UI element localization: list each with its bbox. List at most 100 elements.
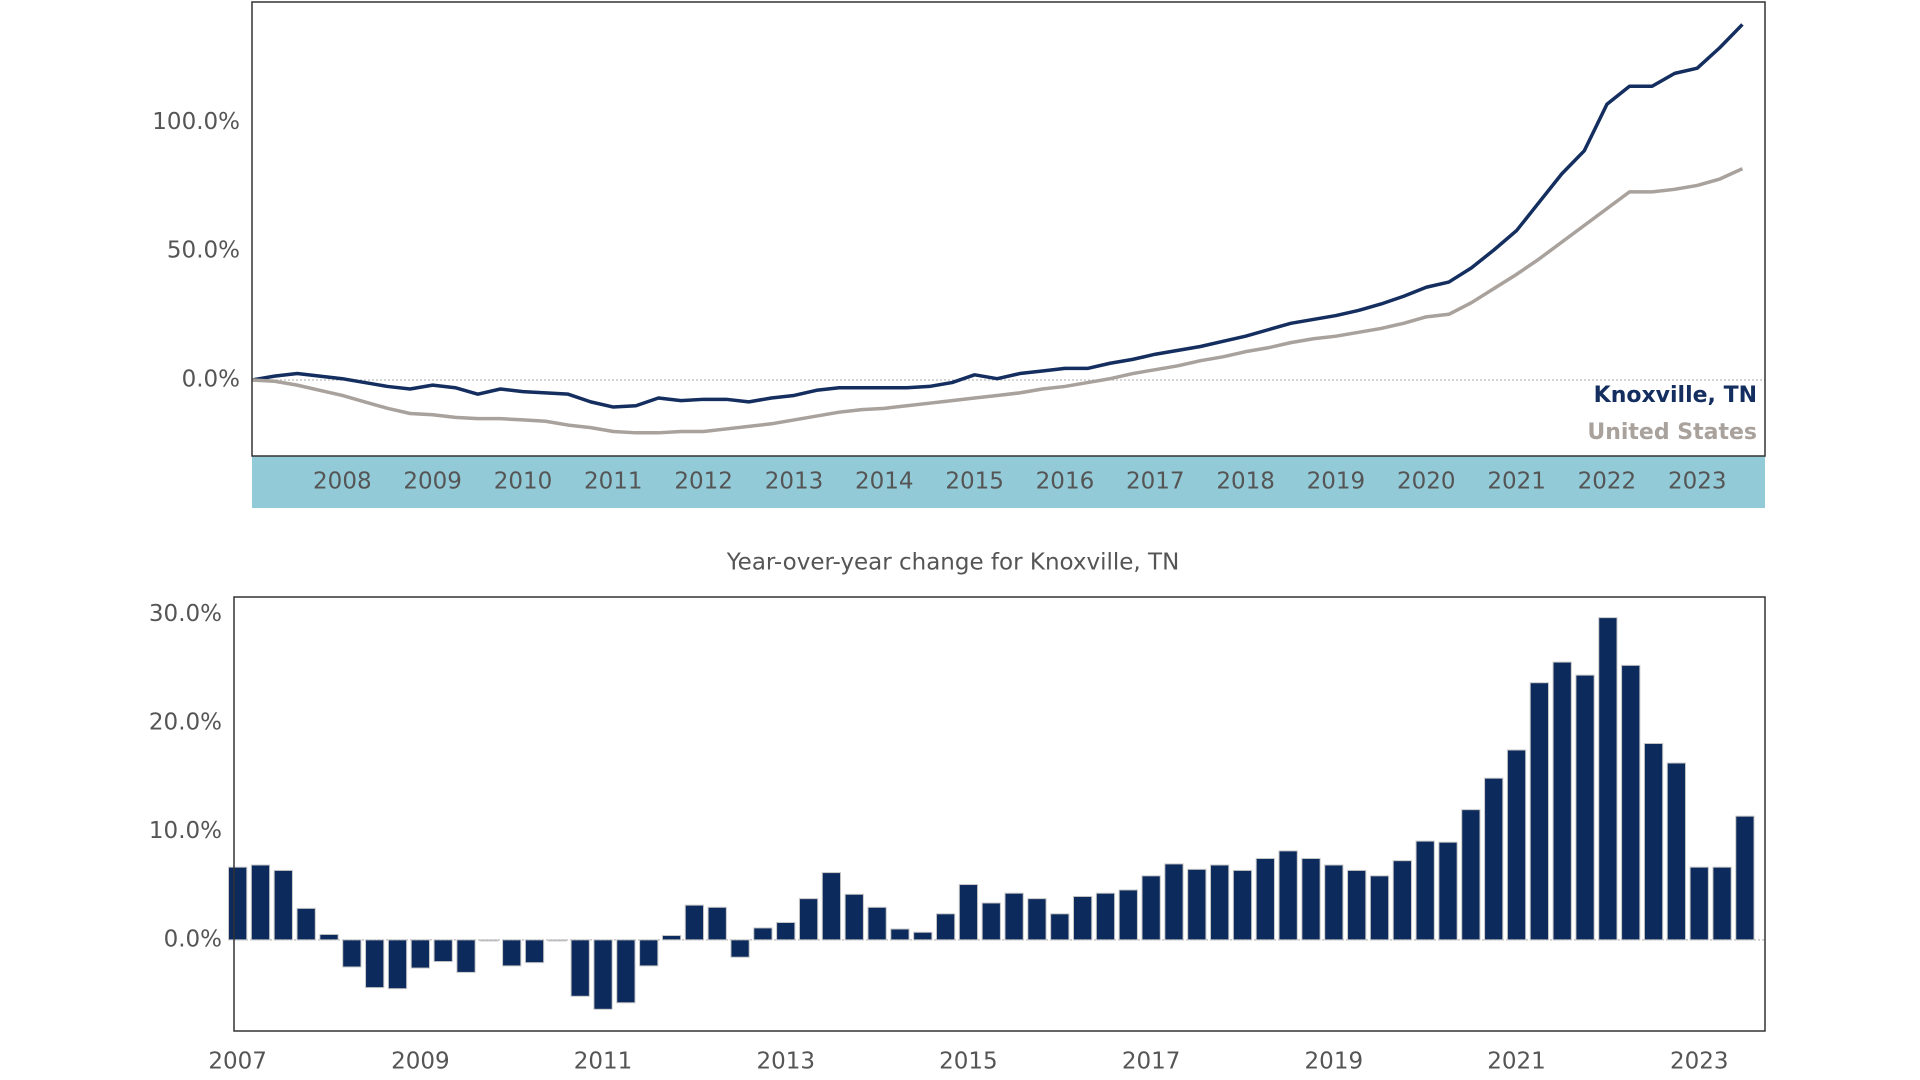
x-tick-label: 2013 <box>765 469 824 495</box>
bar <box>1689 866 1709 941</box>
bar <box>1369 875 1390 941</box>
x-axis-band <box>252 456 1765 508</box>
bar <box>661 935 682 941</box>
plot-frame <box>233 596 1766 1032</box>
bar <box>296 907 316 941</box>
bar <box>730 939 750 958</box>
x-tick-label: 2008 <box>313 469 372 495</box>
bar <box>1118 889 1138 941</box>
bar <box>1187 868 1207 941</box>
bar <box>410 939 430 969</box>
bar <box>365 939 385 989</box>
bar <box>1027 898 1047 941</box>
y-tick-label: 0.0% <box>182 366 240 392</box>
line <box>251 23 1744 409</box>
x-tick-label: 2013 <box>756 1049 815 1075</box>
bar <box>1643 742 1664 941</box>
bar <box>1484 777 1504 941</box>
x-tick-label: 2021 <box>1487 469 1546 495</box>
bar <box>1210 864 1230 941</box>
x-tick-label: 2022 <box>1578 469 1637 495</box>
x-tick-label: 2019 <box>1307 469 1366 495</box>
x-tick-label: 2017 <box>1122 1049 1181 1075</box>
x-tick-label: 2019 <box>1305 1049 1364 1075</box>
bar <box>1004 892 1024 941</box>
x-tick-label: 2021 <box>1487 1049 1546 1075</box>
x-tick-label: 2018 <box>1216 469 1275 495</box>
bar <box>753 927 773 941</box>
bar <box>1621 664 1641 941</box>
x-tick-label: 2012 <box>674 469 733 495</box>
bar <box>684 904 705 941</box>
bar <box>798 898 819 941</box>
bar <box>890 928 910 941</box>
bar <box>821 872 842 941</box>
x-tick-label: 2023 <box>1668 469 1727 495</box>
line <box>251 167 1744 435</box>
bar <box>1232 869 1253 941</box>
bar <box>1712 866 1732 941</box>
legend-label: Knoxville, TN <box>1594 383 1757 408</box>
bar <box>228 866 248 941</box>
x-tick-label: 2010 <box>494 469 553 495</box>
y-tick-label: 50.0% <box>167 238 240 264</box>
bar <box>593 939 613 1010</box>
x-tick-label: 2015 <box>945 469 1004 495</box>
bar <box>1461 809 1481 941</box>
bar <box>981 902 1001 941</box>
bar <box>1324 864 1344 941</box>
bar <box>1415 840 1435 941</box>
bar <box>1141 875 1161 941</box>
x-tick-label: 2009 <box>391 1049 450 1075</box>
y-tick-label: 20.0% <box>149 709 222 735</box>
bar <box>1735 815 1755 941</box>
bar <box>342 939 362 968</box>
bar <box>1529 682 1550 941</box>
bar <box>935 913 956 941</box>
legend-label: United States <box>1587 420 1757 445</box>
bar <box>319 933 339 941</box>
y-tick-label: 0.0% <box>164 926 222 952</box>
bar <box>524 939 545 964</box>
x-tick-label: 2007 <box>208 1049 267 1075</box>
bar <box>433 939 453 963</box>
bar <box>1552 661 1572 941</box>
plot-frame <box>251 1 1766 457</box>
x-tick-label: 2023 <box>1670 1049 1729 1075</box>
x-tick-label: 2014 <box>855 469 914 495</box>
bar <box>1164 863 1184 941</box>
bar <box>844 893 864 941</box>
x-tick-label: 2015 <box>939 1049 998 1075</box>
bar <box>1666 762 1687 941</box>
bar <box>776 922 796 941</box>
bar <box>1575 674 1595 941</box>
bar <box>1598 617 1618 941</box>
bar <box>387 939 408 990</box>
bar <box>479 939 499 942</box>
bar <box>547 939 568 942</box>
bar <box>616 939 636 1004</box>
bar <box>1301 857 1321 941</box>
chart-title: Year-over-year change for Knoxville, TN <box>726 550 1180 576</box>
bar <box>1438 841 1458 941</box>
x-tick-label: 2011 <box>584 469 643 495</box>
y-tick-label: 10.0% <box>149 818 222 844</box>
x-tick-label: 2011 <box>574 1049 633 1075</box>
y-tick-label: 100.0% <box>152 109 240 135</box>
bar <box>1255 857 1275 941</box>
bar <box>707 906 727 941</box>
bar <box>867 906 887 941</box>
x-tick-label: 2017 <box>1126 469 1185 495</box>
bar <box>502 939 522 967</box>
bar <box>250 864 271 941</box>
bar <box>570 939 590 997</box>
bar <box>1347 869 1367 941</box>
bar <box>456 939 476 973</box>
bar <box>1050 913 1070 941</box>
x-tick-label: 2009 <box>403 469 462 495</box>
bar <box>958 884 979 941</box>
bar <box>1392 860 1412 941</box>
bar <box>913 931 933 941</box>
x-tick-label: 2020 <box>1397 469 1456 495</box>
bar <box>1506 749 1527 941</box>
